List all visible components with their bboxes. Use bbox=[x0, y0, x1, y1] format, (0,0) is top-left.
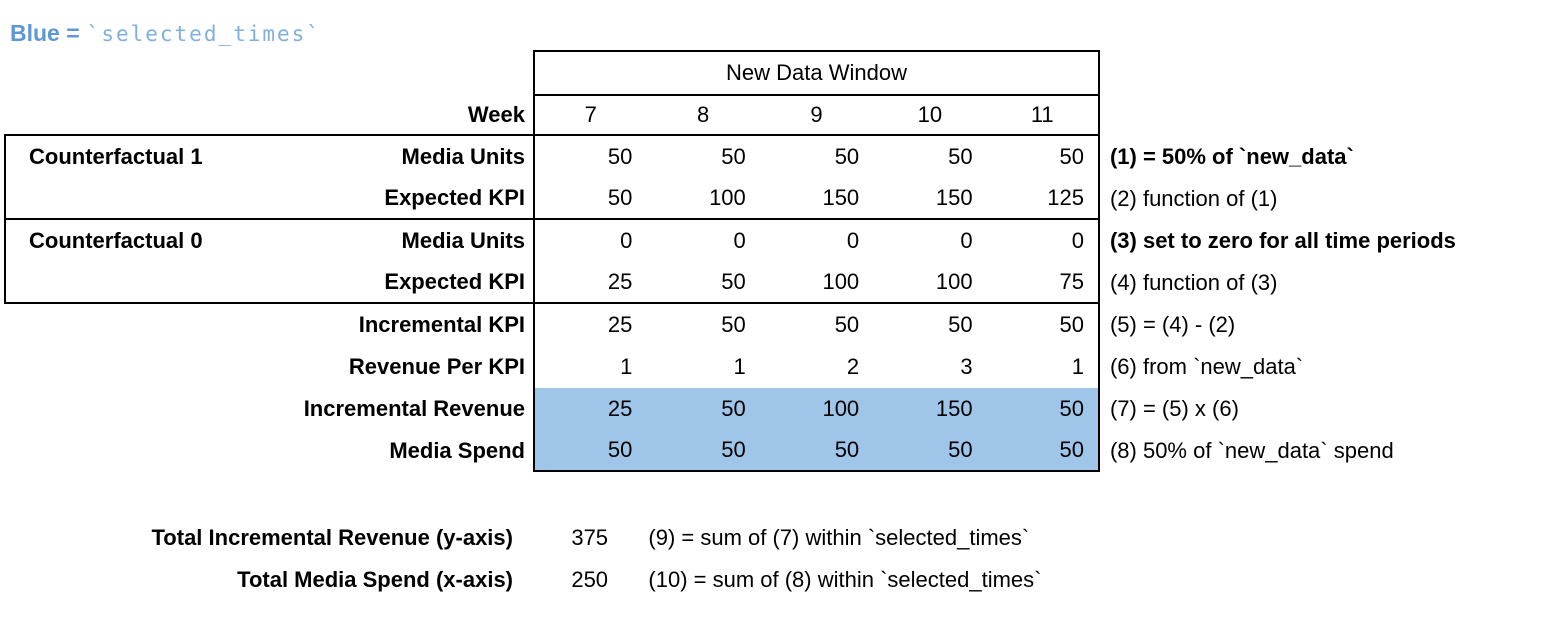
row-label: Revenue Per KPI bbox=[348, 354, 525, 379]
row-note: (8) 50% of `new_data` spend bbox=[1109, 438, 1394, 463]
value-cell: 50 bbox=[948, 312, 973, 337]
value-cell: 50 bbox=[986, 388, 1100, 430]
row-note: (2) function of (1) bbox=[1109, 186, 1278, 211]
total-label: Total Media Spend (x-axis) bbox=[237, 567, 513, 592]
week-cell: 11 bbox=[986, 96, 1100, 136]
value-cell: 50 bbox=[834, 144, 860, 169]
week-cell: 8 bbox=[646, 96, 760, 136]
value-cell: 3 bbox=[960, 354, 973, 379]
total-note: (10) = sum of (8) within `selected_times… bbox=[648, 567, 1042, 592]
week-cell: 9 bbox=[759, 96, 874, 136]
value-cell: 50 bbox=[721, 312, 746, 337]
row-label: Media Units bbox=[401, 228, 525, 253]
group-label: Counterfactual 0 bbox=[4, 220, 250, 262]
value-cell: 1 bbox=[987, 346, 1100, 388]
week-cell: 10 bbox=[873, 96, 987, 136]
value-cell: 50 bbox=[721, 144, 746, 169]
group-spacer bbox=[4, 262, 250, 304]
value-cell: 75 bbox=[986, 262, 1100, 304]
value-cell: 2 bbox=[846, 354, 860, 379]
value-cell: 50 bbox=[987, 304, 1100, 346]
legend-note: Blue = `selected_times` bbox=[10, 20, 321, 47]
row-note: (5) = (4) - (2) bbox=[1109, 312, 1236, 337]
value-cell: 50 bbox=[834, 312, 860, 337]
row-label: Expected KPI bbox=[250, 262, 533, 304]
value-cell: 25 bbox=[533, 304, 646, 346]
table-corner-spacer bbox=[4, 50, 533, 96]
value-cell: 50 bbox=[759, 430, 874, 472]
week-cell: 7 bbox=[533, 96, 647, 136]
value-cell: 100 bbox=[646, 178, 760, 220]
value-cell: 0 bbox=[533, 220, 646, 262]
total-label: Total Incremental Revenue (y-axis) bbox=[151, 525, 514, 550]
value-cell: 0 bbox=[960, 228, 973, 253]
row-label: Expected KPI bbox=[250, 178, 533, 220]
value-cell: 0 bbox=[733, 228, 746, 253]
row-label: Incremental Revenue bbox=[303, 396, 525, 421]
row-note: (1) = 50% of `new_data` bbox=[1109, 144, 1354, 169]
value-cell: 50 bbox=[987, 136, 1100, 178]
data-table: New Data Window Week 7 8 9 10 11 Counterfactual… bbox=[4, 50, 1544, 601]
value-cell: 150 bbox=[873, 178, 987, 220]
value-cell: 150 bbox=[873, 388, 987, 430]
value-cell: 0 bbox=[846, 228, 860, 253]
row-label: Media Spend bbox=[389, 438, 525, 463]
group-spacer bbox=[4, 388, 250, 430]
group-spacer bbox=[4, 178, 250, 220]
value-cell: 50 bbox=[646, 262, 760, 304]
row-label: Incremental KPI bbox=[358, 312, 525, 337]
value-cell: 1 bbox=[733, 354, 746, 379]
value-cell: 50 bbox=[533, 136, 646, 178]
value-cell: 50 bbox=[948, 144, 973, 169]
value-cell: 50 bbox=[533, 178, 647, 220]
window-header: New Data Window bbox=[533, 50, 1100, 96]
value-cell: 50 bbox=[873, 430, 987, 472]
value-cell: 50 bbox=[986, 430, 1100, 472]
group-spacer bbox=[4, 346, 250, 388]
value-cell: 100 bbox=[759, 388, 874, 430]
total-value: 250 bbox=[571, 567, 609, 592]
value-cell: 0 bbox=[987, 220, 1100, 262]
value-cell: 100 bbox=[759, 262, 874, 304]
group-spacer bbox=[4, 304, 250, 346]
row-note: (4) function of (3) bbox=[1109, 270, 1278, 295]
value-cell: 1 bbox=[533, 346, 646, 388]
value-cell: 50 bbox=[646, 388, 760, 430]
total-note: (9) = sum of (7) within `selected_times` bbox=[648, 525, 1030, 550]
value-cell: 100 bbox=[873, 262, 987, 304]
week-label: Week bbox=[250, 96, 533, 136]
row-note: (3) set to zero for all time periods bbox=[1109, 228, 1456, 253]
row-note: (6) from `new_data` bbox=[1109, 354, 1304, 379]
value-cell: 25 bbox=[533, 262, 647, 304]
value-cell: 50 bbox=[533, 430, 647, 472]
group-spacer bbox=[4, 430, 250, 472]
value-cell: 25 bbox=[533, 388, 647, 430]
legend-note-code: `selected_times` bbox=[86, 22, 321, 46]
total-value: 375 bbox=[571, 525, 609, 550]
week-row-spacer bbox=[4, 96, 250, 136]
group-label: Counterfactual 1 bbox=[4, 136, 250, 178]
value-cell: 50 bbox=[646, 430, 760, 472]
row-label: Media Units bbox=[401, 144, 525, 169]
legend-note-prefix: Blue = bbox=[10, 20, 80, 46]
value-cell: 125 bbox=[986, 178, 1100, 220]
value-cell: 150 bbox=[759, 178, 874, 220]
row-note: (7) = (5) x (6) bbox=[1109, 396, 1239, 421]
